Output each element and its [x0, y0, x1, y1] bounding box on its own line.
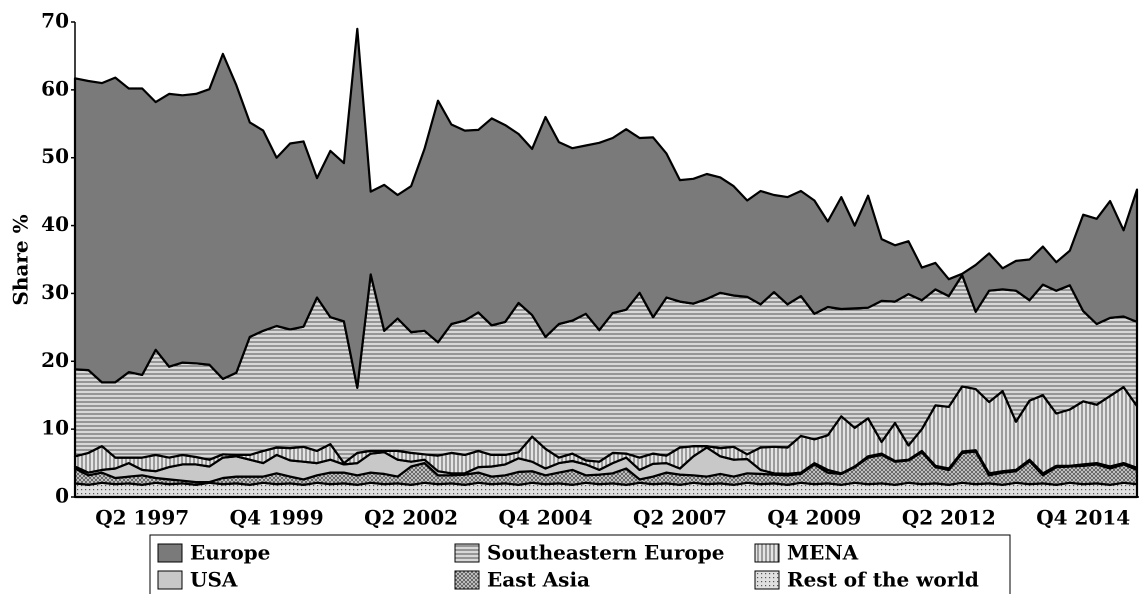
- legend-label: East Asia: [487, 568, 590, 592]
- legend-label: MENA: [787, 541, 859, 565]
- x-tick-label: Q2 2002: [364, 506, 458, 530]
- y-tick-label: 60: [41, 76, 69, 100]
- legend-swatch: [157, 543, 183, 563]
- y-tick-label: 40: [41, 212, 69, 236]
- y-tick-label: 10: [41, 416, 69, 440]
- legend-label: Europe: [190, 541, 270, 565]
- legend-box: [149, 534, 1011, 594]
- legend-swatch: [157, 570, 183, 590]
- y-tick-label: 30: [41, 280, 69, 304]
- x-tick-label: Q4 2009: [767, 506, 861, 530]
- legend-swatch: [754, 570, 780, 590]
- legend-label: Southeastern Europe: [487, 541, 724, 565]
- y-tick-label: 70: [41, 9, 69, 33]
- x-tick-label: Q2 2012: [902, 506, 996, 530]
- x-tick-label: Q2 1997: [95, 506, 189, 530]
- x-tick-label: Q4 2004: [499, 506, 593, 530]
- x-tick-label: Q4 2014: [1036, 506, 1130, 530]
- legend-swatch: [454, 570, 480, 590]
- legend-swatch: [454, 543, 480, 563]
- area: [73, 27, 1139, 389]
- y-tick-label: 20: [41, 348, 69, 372]
- legend-label: Rest of the world: [787, 568, 979, 592]
- y-tick-label: 0: [55, 484, 69, 508]
- x-tick-label: Q2 2007: [633, 506, 727, 530]
- x-tick-label: Q4 1999: [230, 506, 324, 530]
- y-axis-label: Share %: [9, 214, 33, 305]
- y-tick-label: 50: [41, 144, 69, 168]
- legend-label: USA: [190, 568, 238, 592]
- legend-swatch: [754, 543, 780, 563]
